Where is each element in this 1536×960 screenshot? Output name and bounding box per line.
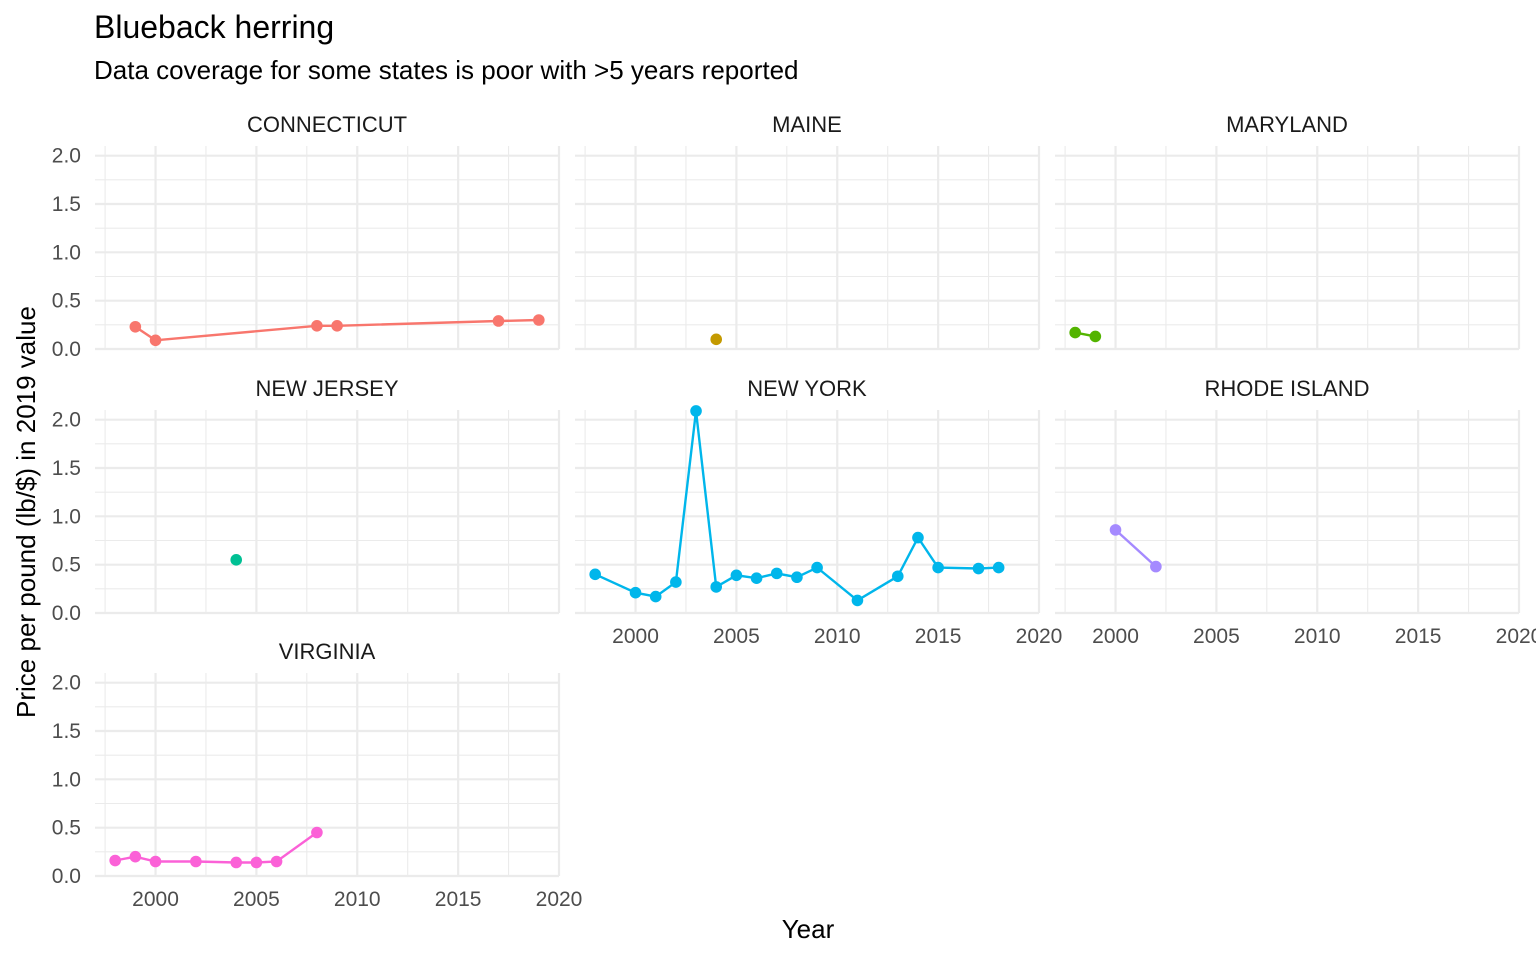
y-tick-label: 0.0 bbox=[52, 338, 81, 361]
y-tick-label: 1.5 bbox=[52, 720, 81, 743]
data-point-virginia bbox=[190, 855, 202, 868]
data-point-new-york bbox=[770, 567, 783, 580]
y-axis-title: Price per pound (lb/$) in 2019 value bbox=[11, 306, 41, 718]
panel-maryland: MARYLAND bbox=[1055, 112, 1521, 351]
y-tick-label: 0.5 bbox=[52, 290, 81, 313]
strip-label-virginia: VIRGINIA bbox=[279, 639, 376, 664]
data-point-new-york bbox=[629, 586, 642, 599]
data-point-maryland bbox=[1069, 326, 1081, 339]
x-tick-label: 2015 bbox=[915, 625, 962, 648]
x-tick-label: 2010 bbox=[814, 625, 861, 648]
y-tick-label: 1.0 bbox=[52, 505, 81, 528]
data-point-new-york bbox=[972, 562, 985, 575]
panel-new-jersey: NEW JERSEY 0.0 0.5 1.0 1.5 2.0 bbox=[52, 376, 561, 625]
x-tick-label: 2015 bbox=[1395, 625, 1442, 648]
strip-label-connecticut: CONNECTICUT bbox=[247, 112, 407, 137]
x-tick-label: 2005 bbox=[713, 625, 760, 648]
panel-new-york: NEW YORK 2000 2005 2010 2015 2020 bbox=[575, 376, 1062, 648]
data-point-new-york bbox=[750, 572, 763, 584]
data-point-new-york bbox=[649, 590, 662, 603]
x-tick-label: 2020 bbox=[1016, 625, 1063, 648]
y-tick-label: 1.5 bbox=[52, 457, 81, 480]
data-point-new-york bbox=[791, 571, 803, 584]
x-tick-label: 2010 bbox=[1294, 625, 1341, 648]
y-tick-label: 0.0 bbox=[52, 602, 81, 625]
data-point-virginia bbox=[129, 850, 142, 863]
data-point-connecticut bbox=[311, 320, 323, 332]
strip-label-rhode-island: RHODE ISLAND bbox=[1204, 376, 1369, 401]
y-tick-label: 2.0 bbox=[52, 409, 81, 432]
y-tick-label: 2.0 bbox=[52, 672, 81, 695]
y-tick-label: 0.5 bbox=[52, 554, 81, 577]
data-point-rhode-island bbox=[1109, 524, 1122, 536]
panel-rhode-island: RHODE ISLAND 2000 2005 2010 2015 2020 bbox=[1055, 376, 1536, 648]
data-point-connecticut bbox=[331, 320, 343, 332]
series-line-virginia bbox=[114, 831, 318, 864]
data-point-connecticut bbox=[129, 320, 142, 333]
x-tick-label: 2005 bbox=[233, 888, 280, 911]
data-point-maine bbox=[710, 333, 723, 346]
data-point-new-york bbox=[690, 405, 702, 417]
x-tick-label: 2000 bbox=[1092, 625, 1139, 648]
data-point-virginia bbox=[270, 855, 283, 868]
data-point-rhode-island bbox=[1150, 560, 1162, 573]
data-point-maryland bbox=[1089, 330, 1102, 343]
y-tick-label: 1.0 bbox=[52, 241, 81, 264]
data-point-new-york bbox=[710, 581, 723, 593]
data-point-connecticut bbox=[533, 314, 545, 326]
x-tick-label: 2020 bbox=[1496, 625, 1536, 648]
data-point-virginia bbox=[109, 854, 121, 867]
panel-maine: MAINE bbox=[575, 112, 1041, 351]
strip-label-new-york: NEW YORK bbox=[747, 376, 867, 401]
data-point-new-york bbox=[811, 561, 823, 574]
data-point-virginia bbox=[149, 855, 162, 868]
data-point-connecticut bbox=[149, 334, 162, 347]
x-tick-label: 2010 bbox=[334, 888, 381, 911]
data-point-new-york bbox=[730, 569, 743, 582]
data-point-connecticut bbox=[492, 315, 505, 327]
data-point-new-york bbox=[891, 570, 904, 583]
x-tick-label: 2000 bbox=[132, 888, 179, 911]
data-point-virginia bbox=[250, 856, 263, 869]
strip-label-new-jersey: NEW JERSEY bbox=[255, 376, 398, 401]
series-line-rhode-island bbox=[1114, 529, 1157, 568]
data-point-virginia bbox=[311, 826, 323, 839]
panel-connecticut: CONNECTICUT 0.0 0.5 1.0 1.5 2.0 bbox=[52, 112, 561, 361]
data-point-new-york bbox=[932, 561, 944, 574]
x-tick-label: 2015 bbox=[435, 888, 482, 911]
strip-label-maryland: MARYLAND bbox=[1226, 112, 1348, 137]
chart-title: Blueback herring bbox=[94, 9, 334, 45]
y-tick-label: 2.0 bbox=[52, 145, 81, 168]
facet-panels: CONNECTICUT 0.0 0.5 1.0 1.5 2.0 MAINE MARYLAND N… bbox=[52, 112, 1536, 911]
y-tick-label: 1.5 bbox=[52, 193, 81, 216]
data-point-new-york bbox=[670, 576, 682, 588]
x-axis-title: Year bbox=[782, 914, 835, 944]
data-point-new-york bbox=[992, 561, 1005, 574]
data-point-virginia bbox=[230, 856, 243, 869]
y-tick-label: 1.0 bbox=[52, 768, 81, 791]
y-tick-label: 0.5 bbox=[52, 817, 81, 840]
data-point-new-york bbox=[851, 594, 864, 607]
panel-virginia: VIRGINIA 0.0 0.5 1.0 1.5 2.0 2000 2005 2010 2015 2… bbox=[52, 639, 583, 911]
data-point-new-york bbox=[589, 568, 601, 581]
x-tick-label: 2020 bbox=[536, 888, 583, 911]
y-tick-label: 0.0 bbox=[52, 865, 81, 888]
data-point-new-jersey bbox=[230, 554, 243, 566]
x-tick-label: 2005 bbox=[1193, 625, 1240, 648]
chart-subtitle: Data coverage for some states is poor wi… bbox=[94, 55, 799, 85]
data-point-new-york bbox=[912, 531, 924, 544]
x-tick-label: 2000 bbox=[612, 625, 659, 648]
strip-label-maine: MAINE bbox=[772, 112, 842, 137]
